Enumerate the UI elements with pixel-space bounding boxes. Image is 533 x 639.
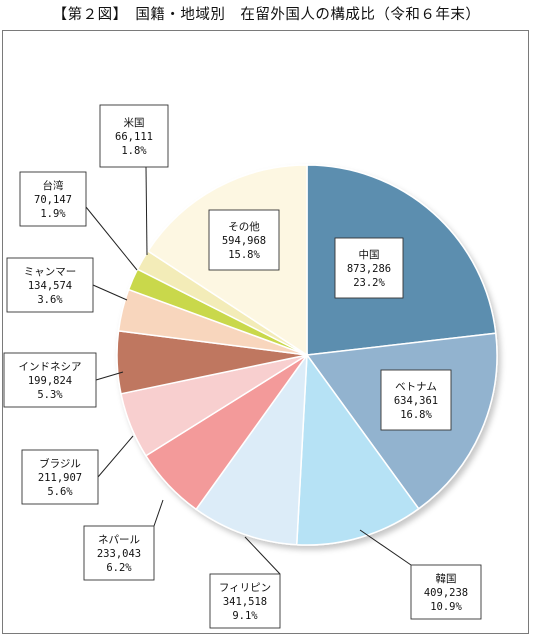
label-percent: 5.3% xyxy=(37,389,63,401)
label-box xyxy=(19,171,87,227)
label-name: ネパール xyxy=(98,534,140,546)
label-percent: 10.9% xyxy=(430,601,462,613)
pie-slices xyxy=(116,164,498,546)
label-value: 199,824 xyxy=(28,375,72,387)
label-percent: 16.8% xyxy=(400,409,432,421)
label-box xyxy=(410,564,482,620)
slice-label-7: インドネシア 199,824 5.3% xyxy=(3,352,97,408)
label-name: 台湾 xyxy=(43,179,64,192)
leader-line-10 xyxy=(145,166,148,256)
label-percent: 6.2% xyxy=(106,562,132,574)
chart-title: 【第２図】 国籍・地域別 在留外国人の構成比（令和６年末） xyxy=(52,7,481,23)
label-box xyxy=(6,257,94,313)
label-name: 米国 xyxy=(124,116,145,129)
pie-slice-4 xyxy=(195,352,308,546)
label-value: 873,286 xyxy=(347,263,391,275)
slice-label-3: 韓国 409,238 10.9% xyxy=(410,564,482,620)
slice-label-11: その他 594,968 15.8% xyxy=(208,209,280,271)
label-name: その他 xyxy=(228,220,260,233)
leader-line-5 xyxy=(153,499,164,527)
leader-lines xyxy=(85,166,412,575)
slice-label-6: ブラジル 211,907 5.6% xyxy=(21,449,99,505)
slice-label-1: 中国 873,286 23.2% xyxy=(334,237,404,299)
label-box xyxy=(99,104,169,168)
label-value: 233,043 xyxy=(97,548,141,560)
label-box xyxy=(21,449,99,505)
label-value: 594,968 xyxy=(222,235,266,247)
leader-line-8 xyxy=(92,284,128,301)
label-name: フィリピン xyxy=(219,582,271,594)
label-name: ブラジル xyxy=(39,457,81,470)
leader-line-7 xyxy=(95,371,124,381)
label-box xyxy=(208,209,280,271)
label-box xyxy=(209,573,281,629)
label-percent: 1.8% xyxy=(121,145,147,157)
label-value: 409,238 xyxy=(424,587,468,599)
leader-line-9 xyxy=(85,206,138,271)
label-percent: 1.9% xyxy=(40,208,66,220)
label-percent: 3.6% xyxy=(37,294,63,306)
leader-line-6 xyxy=(97,435,134,478)
slice-label-4: フィリピン 341,518 9.1% xyxy=(209,573,281,629)
label-value: 211,907 xyxy=(38,472,82,484)
label-name: ミャンマー xyxy=(24,266,77,278)
label-value: 134,574 xyxy=(28,280,72,292)
leader-line-3 xyxy=(359,529,412,566)
slice-label-10: 米国 66,111 1.8% xyxy=(99,104,169,168)
slice-label-2: ベトナム 634,361 16.8% xyxy=(380,369,452,431)
label-percent: 23.2% xyxy=(353,277,385,289)
label-percent: 5.6% xyxy=(47,486,73,498)
label-box xyxy=(3,352,97,408)
label-value: 66,111 xyxy=(115,131,153,143)
leader-line-4 xyxy=(244,536,281,575)
slice-label-5: ネパール 233,043 6.2% xyxy=(83,525,155,581)
label-name: 韓国 xyxy=(436,573,457,585)
pie-slice-3 xyxy=(295,352,420,546)
slice-labels: 中国 873,286 23.2% ベトナム 634,361 16.8% 韓国 409,238 1… xyxy=(3,104,482,629)
label-box xyxy=(380,369,452,431)
label-box xyxy=(83,525,155,581)
label-name: ベトナム xyxy=(395,381,437,393)
label-value: 634,361 xyxy=(394,395,438,407)
chart-frame xyxy=(2,30,529,634)
label-percent: 15.8% xyxy=(228,249,260,261)
slice-label-9: 台湾 70,147 1.9% xyxy=(19,171,87,227)
label-box xyxy=(334,237,404,299)
label-value: 341,518 xyxy=(223,596,267,608)
slice-label-8: ミャンマー 134,574 3.6% xyxy=(6,257,94,313)
label-value: 70,147 xyxy=(34,194,72,206)
label-name: インドネシア xyxy=(19,361,82,373)
label-percent: 9.1% xyxy=(232,610,258,622)
label-name: 中国 xyxy=(359,248,380,261)
